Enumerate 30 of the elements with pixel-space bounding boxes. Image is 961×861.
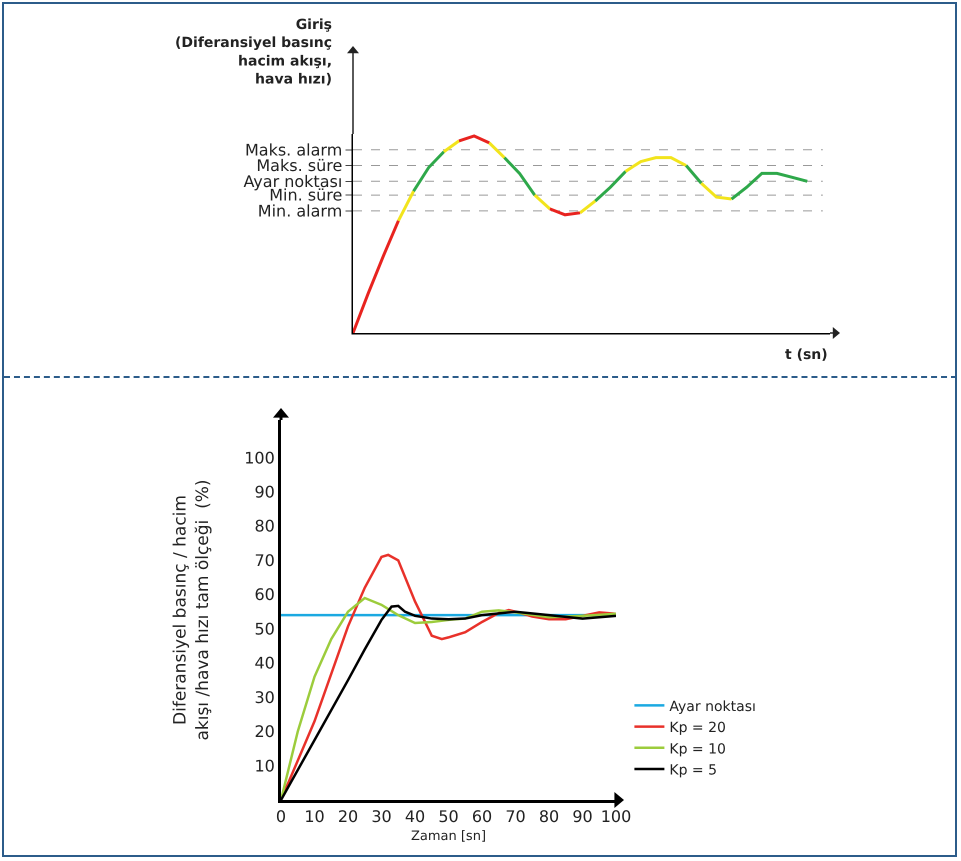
legend-label: Ayar noktası [669,698,756,715]
y-tick-label: 30 [254,688,275,707]
x-axis-title: t (sn) [785,347,828,363]
y-axis-title: Giriş (Diferansiyel basınç hacim akışı, hava hızı) [175,17,332,88]
x-tick-label: 10 [304,807,325,826]
y-tick-label: 20 [254,722,275,742]
y-tick-label: 60 [254,585,275,604]
x-tick-label: 30 [371,807,392,826]
y-tick-label: 100 [244,448,275,468]
x-tick-label: 50 [438,807,459,826]
x-tick-label: 90 [572,807,593,826]
x-axis-title: Zaman [sn] [410,828,486,844]
x-tick-label: 70 [505,807,526,826]
y-tick-label: 90 [254,482,275,502]
x-tick-label: 40 [404,807,426,826]
legend-label: Kp = 20 [669,720,726,736]
legend-label: Kp = 5 [669,762,718,778]
y-tick-label: 80 [254,516,275,536]
ref-line-label: Min. alarm [258,201,342,220]
x-tick-label: 80 [538,807,560,826]
x-tick-label: 100 [600,807,632,826]
x-tick-label: 0 [276,807,286,826]
x-tick-label: 20 [338,807,358,826]
x-tick-label: 60 [472,807,492,826]
y-tick-label: 50 [254,619,275,638]
y-axis-title: Diferansiyel basınç / hacim akışı /hava hızı tam ölçeği (%) [170,479,213,741]
legend-label: Kp = 10 [669,741,726,758]
y-tick-label: 10 [254,756,275,776]
y-tick-label: 70 [254,550,275,570]
y-tick-label: 40 [254,654,275,673]
